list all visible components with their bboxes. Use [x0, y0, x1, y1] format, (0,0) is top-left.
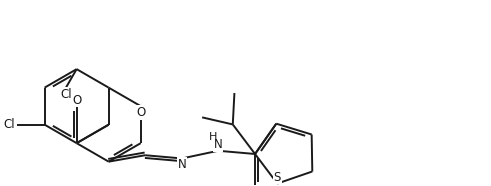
Text: Cl: Cl	[4, 118, 15, 131]
Text: O: O	[136, 106, 145, 119]
Text: N: N	[214, 138, 222, 151]
Text: O: O	[250, 185, 260, 186]
Text: H: H	[209, 132, 217, 142]
Text: O: O	[72, 94, 81, 107]
Text: N: N	[178, 158, 187, 171]
Text: S: S	[273, 171, 281, 184]
Text: Cl: Cl	[60, 88, 72, 101]
